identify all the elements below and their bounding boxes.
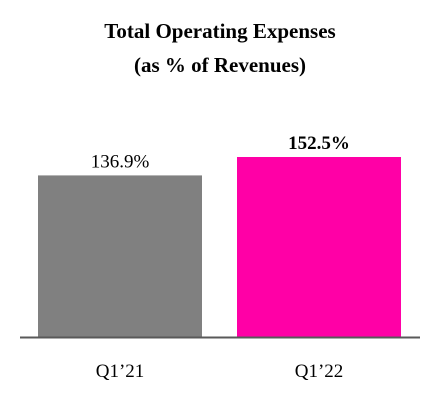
data-label-1: 136.9% <box>91 151 150 172</box>
bar-2 <box>237 157 401 337</box>
category-label-2: Q1’22 <box>295 361 344 382</box>
data-label-2: 152.5% <box>288 133 350 154</box>
chart-title: Total Operating Expenses <box>104 19 336 43</box>
category-label-1: Q1’21 <box>96 361 145 382</box>
chart-subtitle: (as % of Revenues) <box>133 53 307 77</box>
bar-1 <box>38 175 202 337</box>
